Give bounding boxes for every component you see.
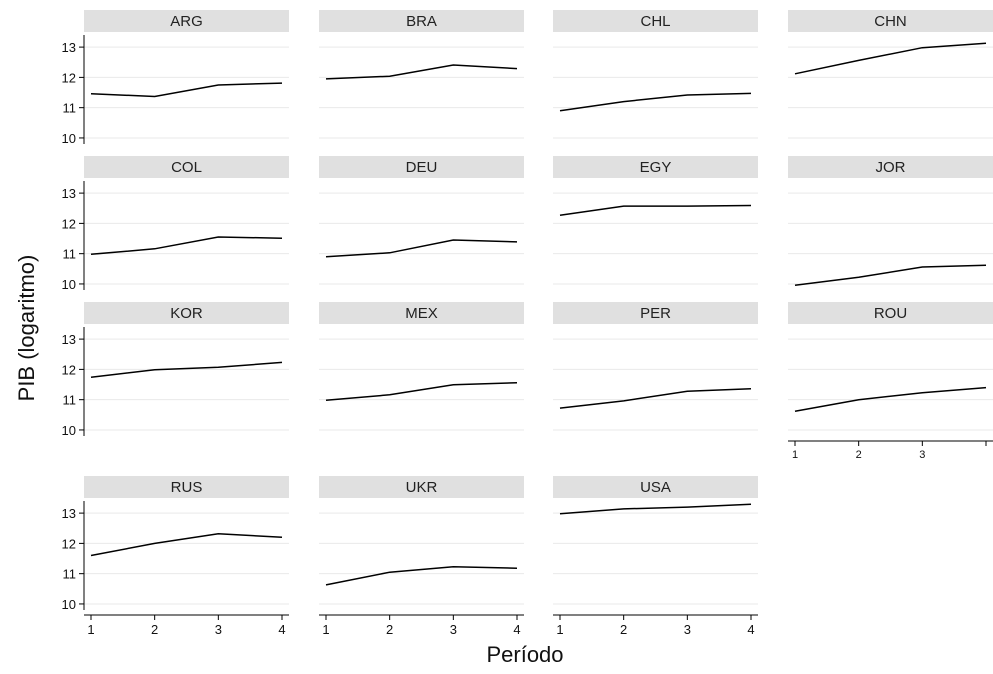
x-tick-label: 3 [450, 622, 457, 637]
x-tick-label: 3 [919, 449, 925, 461]
x-tick-label: 2 [620, 622, 627, 637]
x-tick-label: 2 [386, 622, 393, 637]
panel-title: JOR [876, 159, 906, 176]
panel-egy: EGY [553, 156, 758, 285]
panel-jor: JOR [788, 156, 993, 286]
x-tick-label: 2 [856, 449, 862, 461]
series-line-arg [90, 82, 283, 98]
x-axis-title: Período [486, 642, 563, 667]
panel-strip [319, 476, 524, 498]
panel-title: CHL [640, 13, 670, 30]
y-tick-label: 11 [63, 101, 77, 116]
x-tick-label: 1 [556, 622, 563, 637]
series-line-per [559, 388, 752, 409]
panel-chn: CHN [788, 10, 993, 139]
x-tick-label: 1 [322, 622, 329, 637]
panel-deu: DEU [319, 156, 524, 285]
panel-strip [553, 302, 758, 324]
panel-title: CHN [874, 13, 907, 30]
y-tick-label: 11 [63, 393, 77, 408]
panel-strip [553, 156, 758, 178]
x-tick-label: 2 [151, 622, 158, 637]
panel-title: ROU [874, 305, 907, 322]
series-line-rus [90, 532, 283, 557]
x-tick-label: 3 [684, 622, 691, 637]
panel-strip [788, 156, 993, 178]
panel-title: DEU [406, 159, 438, 176]
y-tick-label: 13 [62, 506, 76, 521]
y-tick-label: 12 [62, 216, 76, 231]
panel-strip [788, 302, 993, 324]
y-tick-label: 10 [62, 597, 76, 612]
panel-title: EGY [640, 159, 672, 176]
panel-strip [319, 156, 524, 178]
panel-strip [319, 10, 524, 32]
x-tick-label: 4 [513, 622, 520, 637]
panel-arg: ARG 10 11 12 13 [62, 10, 289, 146]
series-line-bra [325, 64, 518, 80]
panel-col: COL 10 11 12 13 [62, 156, 289, 292]
panel-title: ARG [170, 13, 203, 30]
panel-strip [84, 10, 289, 32]
x-tick-label: 3 [215, 622, 222, 637]
y-tick-label: 13 [62, 40, 76, 55]
panel-title: COL [171, 159, 202, 176]
series-line-ukr [325, 565, 518, 586]
panel-title: KOR [170, 305, 203, 322]
panel-title: PER [640, 305, 671, 322]
series-line-mex [325, 381, 518, 402]
panel-strip [553, 476, 758, 498]
panel-bra: BRA [319, 10, 524, 139]
panel-strip [84, 302, 289, 324]
y-axis-title: PIB (logaritmo) [14, 255, 39, 402]
panel-per: PER [553, 302, 758, 431]
panel-title: RUS [171, 479, 203, 496]
x-tick-label: 1 [87, 622, 94, 637]
panel-strip [319, 302, 524, 324]
panel-strip [788, 10, 993, 32]
x-tick-label: 4 [278, 622, 285, 637]
series-line-chn [794, 42, 987, 75]
panel-chl: CHL [553, 10, 758, 139]
series-line-kor [90, 361, 283, 379]
y-tick-label: 10 [62, 277, 76, 292]
panel-usa: USA 1 2 3 4 [553, 476, 758, 637]
y-tick-label: 12 [62, 362, 76, 377]
series-line-deu [325, 239, 518, 258]
y-tick-label: 11 [63, 247, 77, 262]
y-tick-label: 12 [62, 70, 76, 85]
y-tick-label: 12 [62, 536, 76, 551]
panel-title: UKR [406, 479, 438, 496]
panel-kor: KOR 10 11 12 13 [62, 302, 289, 438]
series-line-egy [559, 204, 752, 216]
panel-ukr: UKR 1 2 3 4 [319, 476, 524, 637]
x-tick-label: 4 [747, 622, 754, 637]
panel-title: MEX [405, 305, 438, 322]
panel-rou: ROU 1 2 3 [788, 302, 993, 461]
x-tick-label: 1 [792, 449, 798, 461]
panel-strip [553, 10, 758, 32]
panel-strip [84, 156, 289, 178]
panel-title: BRA [406, 13, 437, 30]
panel-mex: MEX [319, 302, 524, 431]
series-line-col [90, 236, 283, 256]
series-line-jor [794, 264, 987, 286]
panel-strip [84, 476, 289, 498]
y-tick-label: 10 [62, 131, 76, 146]
panel-title: USA [640, 479, 671, 496]
series-line-usa [559, 503, 752, 515]
y-tick-label: 13 [62, 186, 76, 201]
y-tick-label: 10 [62, 423, 76, 438]
series-line-chl [559, 92, 752, 112]
y-tick-label: 11 [63, 567, 77, 582]
y-tick-label: 13 [62, 332, 76, 347]
series-line-rou [794, 386, 987, 412]
